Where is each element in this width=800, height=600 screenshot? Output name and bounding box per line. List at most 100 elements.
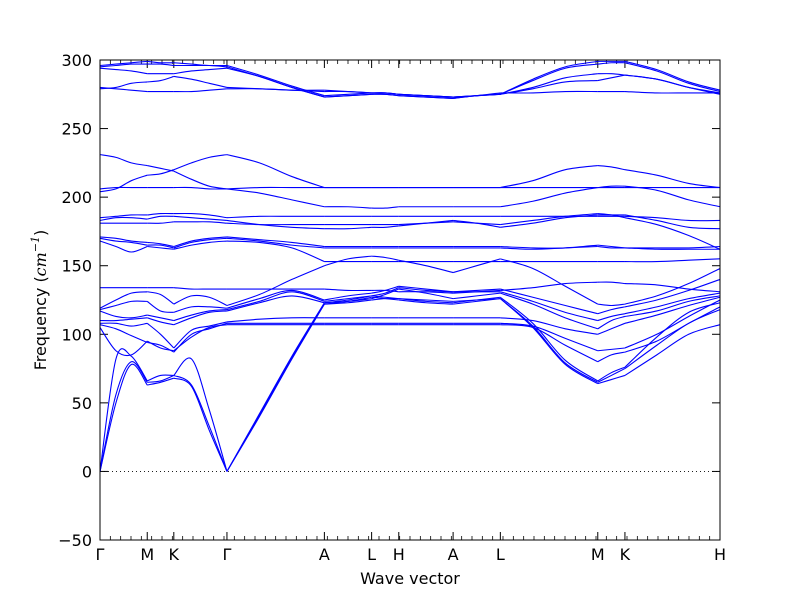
band-line (624, 217, 721, 250)
band-line (324, 226, 372, 230)
band-line (371, 225, 399, 228)
y-axis-label-exponent: −1 (29, 236, 42, 252)
band-line (226, 236, 325, 248)
band-line (226, 240, 325, 263)
band-line (99, 300, 148, 311)
band-line (147, 212, 174, 216)
band-line (500, 80, 598, 95)
band-line (173, 357, 228, 472)
x-tick-label: L (367, 545, 376, 564)
band-line (398, 299, 454, 305)
band-line (147, 241, 174, 248)
band-line (173, 154, 228, 171)
band-line (99, 186, 148, 190)
band-line (99, 361, 148, 472)
x-tick-label: L (496, 545, 505, 564)
x-tick-label: H (393, 545, 405, 564)
band-line (398, 298, 454, 304)
band-line (99, 363, 148, 472)
y-axis-label: Frequency (cm−1) (29, 230, 50, 371)
band-line (99, 214, 148, 219)
band-line (624, 282, 721, 293)
band-line (453, 296, 501, 304)
band-line (226, 295, 325, 312)
plot-frame (99, 59, 721, 541)
x-tick-label: M (591, 545, 605, 564)
band-line (173, 221, 227, 224)
band-line (99, 327, 148, 357)
band-line (147, 165, 174, 172)
band-line (99, 216, 148, 222)
band-line (99, 310, 148, 319)
band-line (226, 188, 325, 208)
band-line (226, 66, 325, 98)
band-line (624, 90, 720, 94)
band-line (173, 321, 228, 349)
band-line (147, 374, 174, 382)
band-line (624, 267, 721, 305)
band-line (398, 93, 454, 98)
band-line (147, 291, 175, 305)
band-line (597, 366, 626, 382)
band-line (226, 154, 325, 189)
band-line (226, 219, 325, 230)
band-line (371, 289, 399, 293)
band-line (500, 245, 598, 250)
band-line (99, 67, 148, 75)
band-line (500, 165, 598, 189)
band-line (597, 73, 625, 76)
band-line (173, 67, 227, 75)
band-line (452, 258, 501, 274)
band-line (173, 287, 227, 290)
band-line (173, 186, 227, 190)
band-line (500, 292, 598, 330)
band-line (99, 154, 148, 167)
band-line (597, 303, 625, 307)
band-line (324, 92, 372, 97)
band-line (226, 317, 325, 323)
axis-ticks (99, 59, 721, 541)
band-line (173, 215, 227, 222)
band-line (173, 309, 227, 322)
y-tick-label: 100 (61, 325, 92, 344)
band-line (499, 296, 599, 382)
band-line (324, 89, 372, 94)
band-line (624, 295, 721, 318)
band-line (324, 206, 372, 209)
band-line (398, 95, 454, 99)
band-line (597, 351, 626, 363)
band-line (226, 64, 325, 97)
band-line (597, 322, 626, 335)
band-line (500, 281, 598, 291)
band-line (624, 278, 721, 308)
y-tick-label: 200 (61, 188, 92, 207)
y-tick-label: −50 (58, 531, 92, 550)
band-line (453, 298, 501, 305)
band-line (146, 322, 175, 349)
y-axis-label-text: Frequency ( (31, 276, 50, 370)
band-line (500, 186, 598, 208)
band-line (147, 341, 175, 353)
band-line (371, 92, 399, 95)
band-line (173, 170, 228, 190)
band-line (453, 289, 501, 294)
x-tick-label: Γ (222, 545, 231, 564)
y-tick-label: 300 (61, 51, 92, 70)
band-line (597, 313, 626, 322)
band-line (324, 288, 372, 292)
band-line (624, 258, 721, 263)
band-line (398, 219, 454, 227)
band-line (147, 63, 174, 67)
band-line (146, 300, 174, 313)
band-line (624, 306, 721, 353)
y-tick-label: 0 (82, 462, 92, 481)
band-line (99, 236, 148, 243)
y-axis-label-close: ) (31, 230, 50, 236)
band-line (597, 185, 625, 189)
band-line (147, 221, 174, 224)
x-axis-label: Wave vector (360, 569, 460, 588)
band-line (324, 292, 372, 301)
band-line (226, 289, 325, 309)
band-line (147, 244, 174, 249)
